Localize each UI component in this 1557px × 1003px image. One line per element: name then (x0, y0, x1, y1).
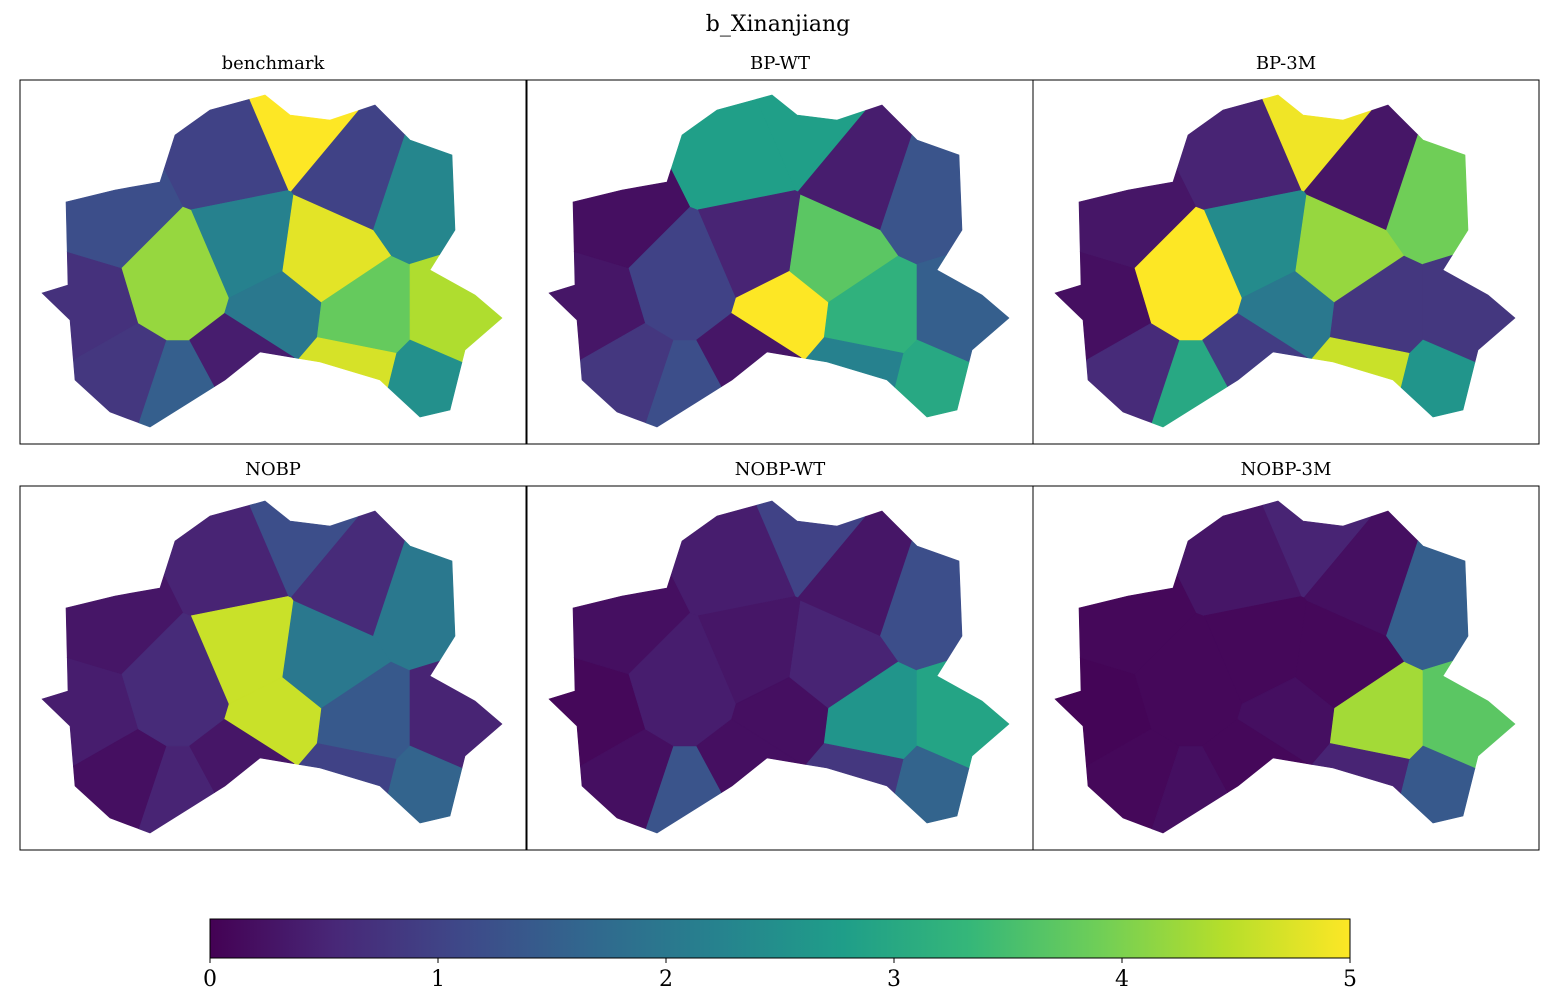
subbasin (696, 312, 802, 387)
colorbar-tick-label: 0 (203, 967, 217, 992)
subbasin (387, 745, 463, 824)
subbasin (409, 660, 503, 769)
subbasin (1400, 745, 1476, 824)
subbasin (1422, 254, 1516, 363)
subbasin (409, 254, 503, 363)
colorbar (209, 918, 1351, 959)
subbasin (756, 500, 867, 598)
subbasin (1202, 718, 1308, 793)
subbasin (1422, 660, 1516, 769)
subbasin (696, 718, 802, 793)
map-panel: BP-3M (1032, 53, 1540, 445)
colorbar-tick-label: 1 (431, 967, 445, 992)
map-panel: BP-WT (526, 53, 1034, 445)
panel-frame (1032, 79, 1540, 445)
panel-title: BP-WT (750, 53, 810, 74)
subbasin (249, 500, 360, 598)
panel-title: NOBP-3M (1241, 459, 1332, 480)
subbasin (894, 745, 970, 824)
panel-title: BP-3M (1256, 53, 1316, 74)
panel-frame (19, 79, 527, 445)
map-panel: benchmark (19, 53, 527, 445)
subbasin (916, 254, 1010, 363)
panel-frame (19, 485, 527, 851)
subbasin (1262, 94, 1373, 192)
panel-title: benchmark (222, 53, 326, 74)
subbasin (1400, 339, 1476, 418)
map-panel: NOBP-3M (1032, 459, 1540, 851)
subbasin (1202, 312, 1308, 387)
subbasin (894, 339, 970, 418)
panel-title: NOBP (245, 459, 301, 480)
map-panel: NOBP-WT (526, 459, 1034, 851)
subbasin (189, 312, 295, 387)
subbasin (387, 339, 463, 418)
colorbar-tick-label: 4 (1115, 967, 1129, 992)
subbasin (249, 94, 360, 192)
subbasin (189, 718, 295, 793)
colorbar-tick-label: 5 (1343, 967, 1357, 992)
map-panel: NOBP (19, 459, 527, 851)
subbasin (1262, 500, 1373, 598)
panel-frame (1032, 485, 1540, 851)
colorbar-tick-label: 2 (659, 967, 673, 992)
subbasin (756, 94, 867, 192)
panel-title: NOBP-WT (735, 459, 825, 480)
subbasin (916, 660, 1010, 769)
figure-title: b_Xinanjiang (706, 12, 850, 37)
colorbar-tick-label: 3 (887, 967, 901, 992)
